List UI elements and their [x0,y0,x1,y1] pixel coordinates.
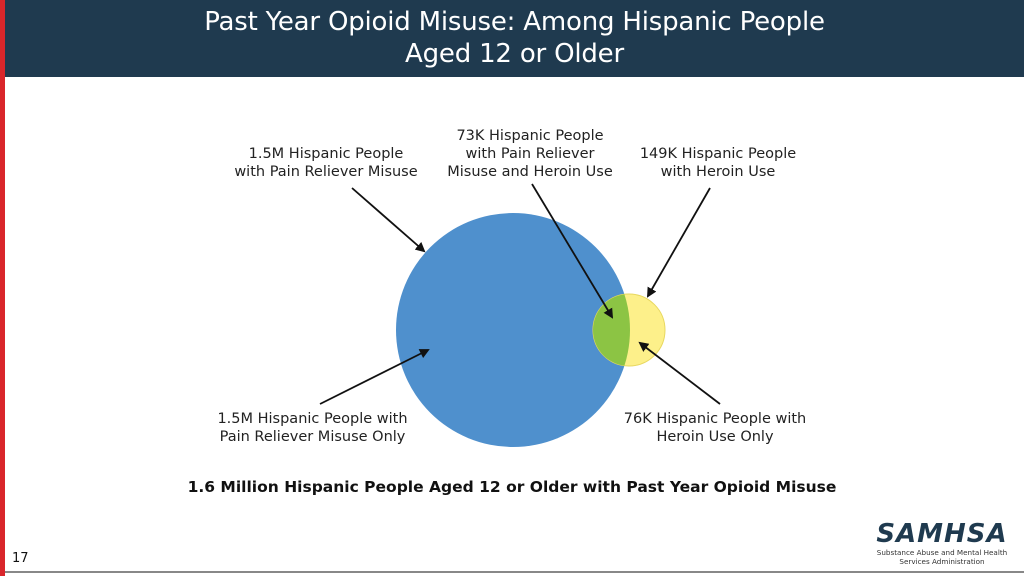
arrow-pain-reliever-misuse [351,187,426,253]
arrow-pain-reliever-only [319,349,430,405]
label-line: Misuse and Heroin Use [447,164,613,180]
title-banner [5,0,1024,77]
label-pain-reliever-misuse: 1.5M Hispanic People with Pain Reliever … [221,145,431,181]
label-line: 149K Hispanic People [639,146,797,162]
label-line: 76K Hispanic People with [623,411,807,427]
label-line: 1.5M Hispanic People with [217,411,408,427]
label-line: with Pain Reliever [465,146,595,162]
logo-subtitle-line-2: Services Administration [899,557,985,566]
page-number: 17 [12,551,29,566]
title-line-2: Aged 12 or Older [405,39,624,69]
label-overlap: 73K Hispanic People with Pain Reliever M… [430,127,630,181]
footer-rule [5,571,1024,573]
diagram-caption: 1.6 Million Hispanic People Aged 12 or O… [187,478,837,496]
label-line: with Heroin Use [660,164,776,180]
label-line: with Pain Reliever Misuse [234,164,418,180]
label-heroin-use: 149K Hispanic People with Heroin Use [628,145,808,181]
title-line-1: Past Year Opioid Misuse: Among Hispanic … [204,7,825,37]
logo-subtitle-line-1: Substance Abuse and Mental Health [876,548,1008,557]
label-pain-reliever-only: 1.5M Hispanic People with Pain Reliever … [200,410,425,446]
left-accent-bar [0,0,5,576]
label-line: Heroin Use Only [656,429,774,445]
label-line: Pain Reliever Misuse Only [219,429,406,445]
pain-reliever-circle [396,213,630,447]
arrow-overlap [531,183,614,319]
label-line: 73K Hispanic People [456,128,604,144]
label-heroin-only: 76K Hispanic People with Heroin Use Only [610,410,820,446]
arrow-heroin-only [638,341,721,405]
page-title: Past Year Opioid Misuse: Among Hispanic … [5,6,1024,70]
label-line: 1.5M Hispanic People [248,146,404,162]
samhsa-logo: SAMHSA Substance Abuse and Mental Health… [872,520,1012,566]
logo-wordmark: SAMHSA [876,519,1008,549]
arrow-heroin-use [647,187,711,298]
